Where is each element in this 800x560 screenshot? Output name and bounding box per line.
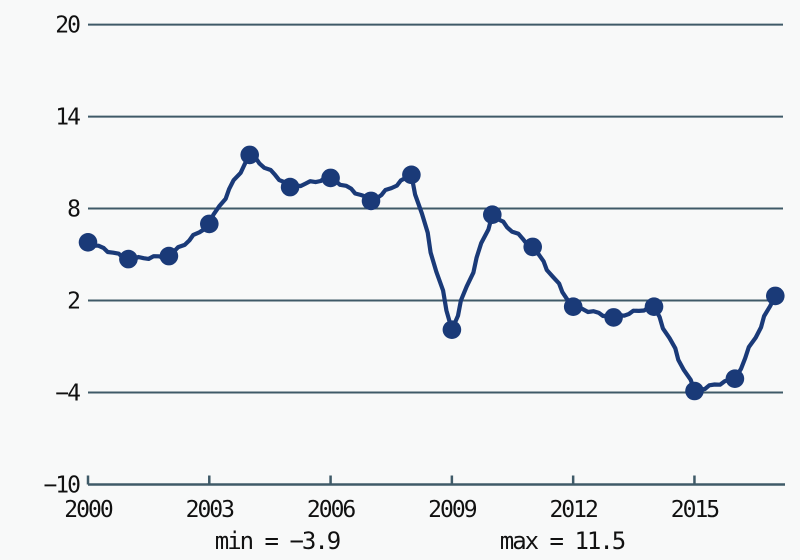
x-tick-label: 2006	[307, 497, 356, 523]
annotation-max: max = 11.5	[500, 527, 625, 555]
y-tick-label: 20	[55, 13, 80, 39]
data-point	[685, 381, 704, 401]
data-point	[321, 168, 340, 188]
data-point	[483, 205, 502, 224]
data-point	[604, 308, 623, 327]
y-tick-label: 8	[67, 197, 80, 223]
data-point	[280, 177, 300, 197]
data-line	[85, 152, 778, 394]
y-tick-label: 14	[55, 105, 80, 131]
data-point	[523, 237, 542, 257]
data-point	[402, 165, 421, 185]
x-tick-label: 2009	[428, 497, 477, 523]
data-point	[240, 145, 259, 165]
data-point	[563, 297, 583, 317]
data-point	[766, 286, 785, 306]
x-tick-label: 2003	[186, 497, 235, 523]
y-tick-label: 2	[67, 289, 79, 315]
data-point	[644, 297, 664, 317]
x-tick-label: 2000	[64, 497, 113, 523]
data-point	[442, 320, 462, 340]
data-point	[725, 369, 745, 389]
data-point	[200, 214, 219, 234]
data-point	[119, 249, 138, 269]
data-point	[78, 233, 98, 252]
x-tick-label: 2015	[671, 497, 719, 523]
y-tick-label: −4	[55, 381, 80, 407]
y-tick-label: −10	[43, 473, 80, 499]
annotation-min: min = −3.9	[215, 527, 340, 555]
data-point	[361, 191, 381, 211]
x-tick-label: 2012	[549, 497, 597, 523]
data-point	[159, 246, 179, 266]
